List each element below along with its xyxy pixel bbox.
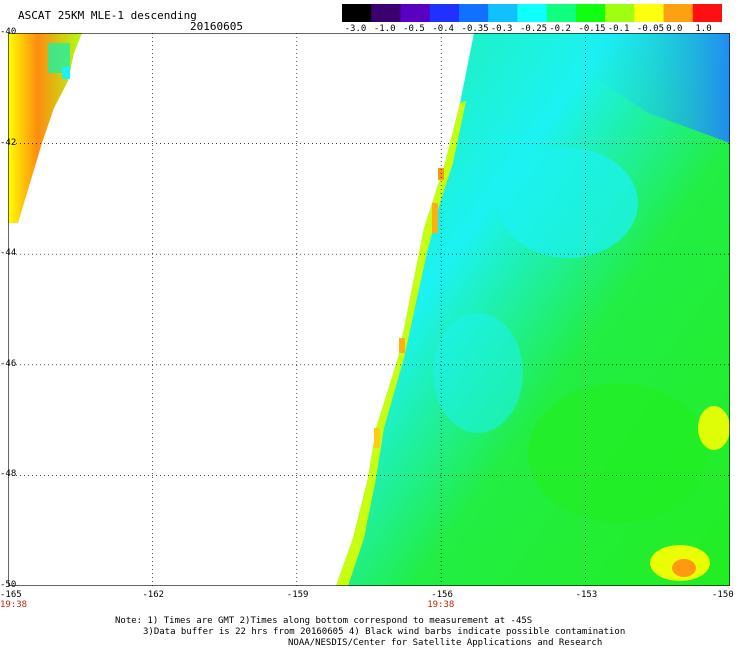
colorbar-segment (371, 4, 401, 22)
longitude-label: -153 (575, 590, 598, 600)
swath-upper-left-teal (48, 43, 70, 73)
colorbar-label: -3.0 (344, 24, 367, 34)
swath-yellow-patch-2 (698, 406, 730, 450)
swath-upper-left-cyan (62, 67, 70, 79)
map-title: ASCAT 25KM MLE-1 descending (18, 9, 197, 22)
map-frame (8, 33, 730, 586)
edge-orange-pixel (374, 428, 380, 448)
latitude-label: -44 (0, 248, 17, 259)
swath-cyan-patch (498, 148, 638, 258)
time-label: 19:38 (427, 600, 455, 610)
longitude-label: -156 (431, 590, 453, 600)
note-line-3: NOAA/NESDIS/Center for Satellite Applica… (288, 638, 603, 648)
longitude-label: -150 (712, 590, 734, 600)
swath-upper-left (8, 33, 82, 223)
edge-orange-pixel (399, 338, 405, 353)
longitude-label: -159 (286, 590, 309, 600)
colorbar-segment (400, 4, 431, 22)
graticule (8, 33, 730, 586)
colorbar-segment (458, 4, 489, 22)
latitude-label: -50 (0, 580, 17, 590)
colorbar-label: 0.0 (666, 24, 683, 34)
note-line-2: 3)Data buffer is 22 hrs from 20160605 4)… (143, 627, 626, 637)
colorbar-segment (546, 4, 577, 22)
colorbar-label: -0.35 (461, 24, 489, 34)
edge-orange-pixel (432, 203, 438, 233)
colorbar-label: -0.25 (520, 24, 548, 34)
colorbar (342, 4, 722, 22)
colorbar-label: -0.15 (578, 24, 606, 34)
colorbar-segment (605, 4, 635, 22)
colorbar-label: -1.0 (373, 24, 396, 34)
swath-orange-patch (672, 559, 696, 577)
latitude-label: -46 (0, 358, 17, 369)
colorbar-label: 1.0 (695, 24, 712, 34)
colorbar-segment (342, 4, 372, 22)
colorbar-segment (488, 4, 518, 22)
longitude-label: -165 (0, 590, 22, 600)
swath-green-patch (528, 383, 708, 523)
colorbar-segment (634, 4, 665, 22)
swath-blue-region (568, 33, 730, 143)
colorbar-label: -0.3 (490, 24, 513, 34)
colorbar-label: -0.2 (549, 24, 571, 34)
longitude-label: -162 (142, 590, 165, 600)
colorbar-label: -0.1 (607, 24, 630, 34)
colorbar-segment (692, 4, 722, 22)
colorbar-label: -0.05 (636, 24, 665, 34)
latitude-label: -42 (0, 137, 17, 148)
time-label: 19:38 (0, 600, 28, 610)
colorbar-segment (429, 4, 460, 22)
note-line-1: Note: 1) Times are GMT 2)Times along bot… (115, 616, 533, 626)
latitude-label: -40 (0, 27, 17, 37)
colorbar-label: -0.5 (403, 24, 425, 34)
colorbar-segment (575, 4, 606, 22)
latitude-label: -48 (0, 469, 17, 480)
colorbar-segment (663, 4, 694, 22)
map-date: 20160605 (190, 20, 243, 33)
swath-cyan-patch-2 (433, 313, 523, 433)
colorbar-label: -0.4 (432, 24, 454, 34)
swath-map (8, 33, 730, 586)
colorbar-segment (517, 4, 548, 22)
